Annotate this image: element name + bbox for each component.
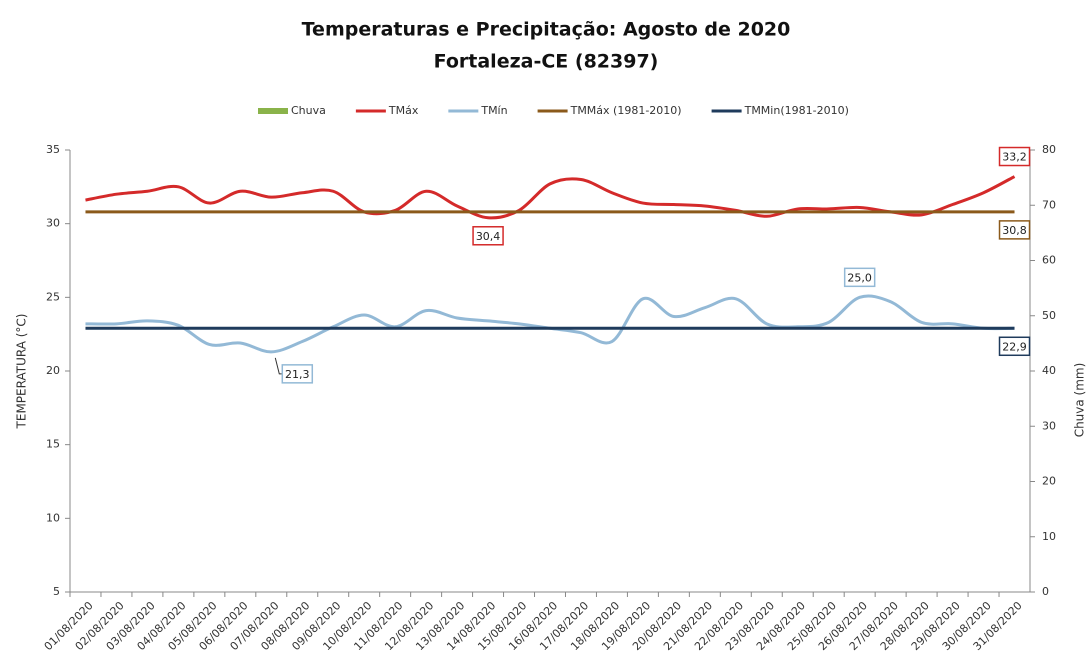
y2-tick-label: 20 [1042,475,1056,488]
label-box [998,336,1031,357]
data-label: 30,8 [1002,224,1027,237]
leader-line [274,357,283,375]
legend-swatch [258,108,288,114]
y2-tick-label: 60 [1042,254,1056,267]
label-box [472,226,504,246]
legend-label: TMMáx (1981-2010) [570,104,682,117]
y-tick-label: 10 [46,511,60,524]
y2-tick-label: 30 [1042,419,1056,432]
label-box [281,364,314,384]
chart-subtitle: Fortaleza-CE (82397) [434,51,659,73]
legend-label: TMMin(1981-2010) [744,104,849,117]
y-tick-label: 25 [46,290,60,303]
y-tick-label: 20 [46,364,60,377]
line [85,175,1016,220]
y2-tick-label: 40 [1042,364,1056,377]
y2-tick-label: 50 [1042,309,1056,322]
y2-tick-label: 10 [1042,530,1056,543]
data-label: 22,9 [1002,340,1027,353]
data-label: 21,3 [285,368,310,381]
label-box [998,146,1031,167]
y2-tick-label: 70 [1042,198,1056,211]
data-label: 33,2 [1002,151,1027,164]
data-label: 30,4 [476,230,501,243]
chart-title: Temperaturas e Precipitação: Agosto de 2… [302,19,791,41]
y-tick-label: 30 [46,217,60,230]
legend-label: TMáx [388,104,419,117]
line [85,294,1015,354]
y-axis-label: TEMPERATURA (°C) [15,314,29,430]
y2-tick-label: 80 [1042,143,1056,156]
y-tick-label: 5 [53,585,60,598]
y2-tick-label: 0 [1042,585,1049,598]
legend-label: TMín [480,104,507,117]
data-label: 25,0 [847,271,872,284]
label-box [998,220,1031,240]
legend-label: Chuva [291,104,326,117]
label-box [843,267,876,288]
y2-axis-label: Chuva (mm) [1073,363,1087,438]
y-tick-label: 15 [46,438,60,451]
y-tick-label: 35 [46,143,60,156]
